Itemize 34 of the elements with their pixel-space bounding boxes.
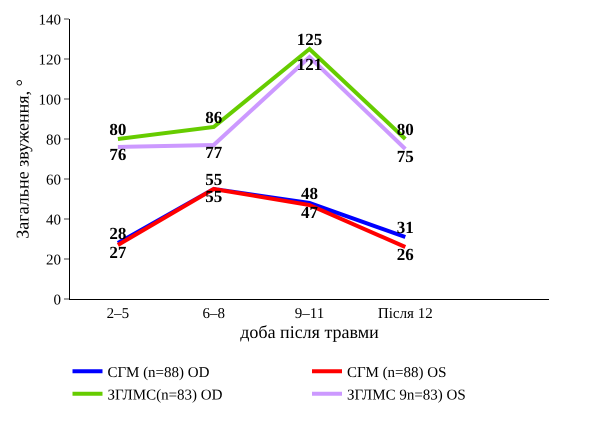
y-tick-label: 60	[46, 172, 61, 188]
x-tick-label: Після 12	[378, 306, 433, 322]
x-axis-title: доба після травми	[240, 322, 380, 342]
y-tick-label: 20	[46, 252, 61, 268]
y-tick-label: 120	[38, 52, 61, 68]
data-label: 80	[109, 120, 126, 139]
data-label: 28	[109, 224, 126, 243]
data-label: 31	[396, 218, 414, 237]
data-label: 55	[205, 170, 222, 189]
data-label: 26	[396, 244, 414, 264]
data-label: 77	[205, 142, 223, 162]
data-label: 86	[205, 108, 222, 127]
y-tick-label: 100	[38, 92, 61, 108]
data-label: 47	[301, 202, 318, 222]
data-label: 80	[396, 120, 414, 139]
data-label: 55	[205, 186, 222, 206]
legend-label: ЗГЛМС(n=83) OD	[108, 388, 223, 404]
x-tick-label: 6–8	[202, 306, 225, 322]
legend-label: СГМ (n=88) OS	[347, 365, 446, 382]
data-label: 75	[396, 146, 414, 166]
x-tick-label: 9–11	[294, 306, 324, 322]
data-label: 76	[109, 144, 126, 164]
data-label: 125	[296, 30, 322, 49]
legend-label: СГМ (n=88) OD	[108, 365, 210, 382]
y-axis-title: Загальне звуження, °	[12, 79, 33, 239]
x-tick-label: 2–5	[106, 306, 130, 322]
y-tick-label: 80	[46, 132, 61, 148]
y-tick-label: 40	[46, 212, 61, 228]
data-label: 48	[301, 184, 318, 203]
y-tick-label: 140	[38, 12, 61, 28]
data-label: 27	[109, 242, 127, 262]
data-label: 121	[296, 54, 322, 74]
y-tick-label: 0	[54, 292, 61, 308]
legend-label: ЗГЛМС 9n=83) OS	[347, 388, 466, 404]
